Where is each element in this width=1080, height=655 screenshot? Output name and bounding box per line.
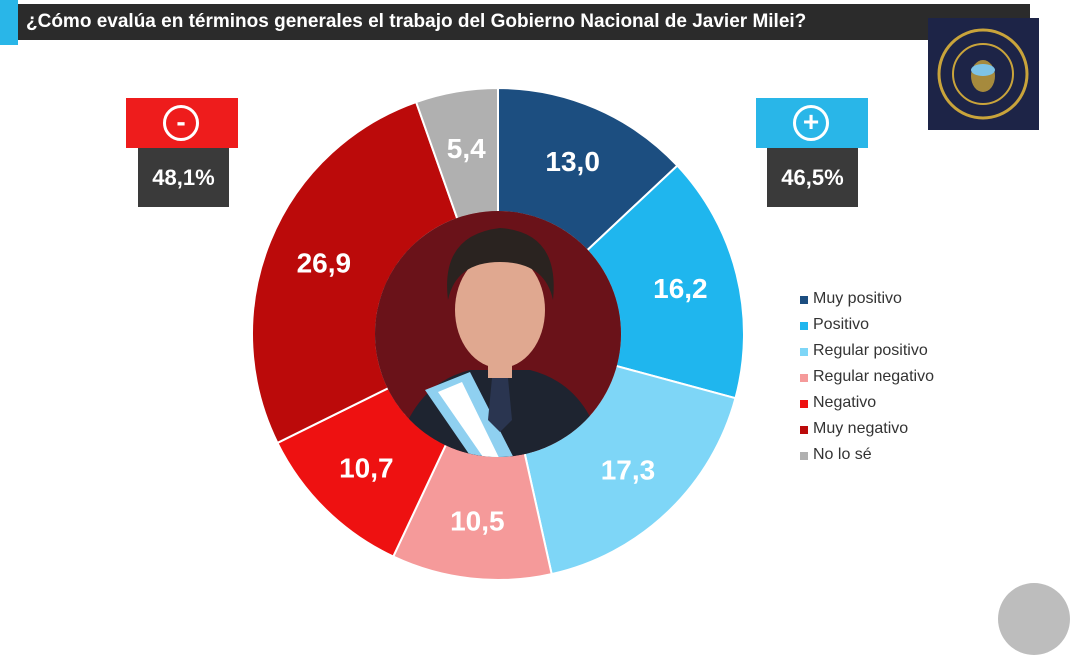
positive-sign-box: + <box>756 98 868 148</box>
legend-label: Muy negativo <box>813 420 909 437</box>
legend-item: Regular negativo <box>800 366 934 392</box>
slice-value-label: 10,7 <box>339 453 394 484</box>
slice-value-label: 5,4 <box>447 133 486 164</box>
legend-label: Muy positivo <box>813 290 902 307</box>
legend-item: Muy positivo <box>800 288 934 314</box>
negative-total: 48,1% <box>138 148 229 207</box>
legend-item: Positivo <box>800 314 934 340</box>
slice-value-label: 16,2 <box>653 273 708 304</box>
legend-swatch <box>800 322 808 330</box>
legend-label: Positivo <box>813 316 870 333</box>
slice-value-label: 26,9 <box>297 248 352 279</box>
legend-swatch <box>800 400 808 408</box>
minus-icon: - <box>163 105 199 141</box>
legend-swatch <box>800 452 808 460</box>
legend: Muy positivo Positivo Regular positivo Regu… <box>800 288 934 470</box>
slice-value-label: 13,0 <box>545 146 600 177</box>
slice-value-label: 10,5 <box>450 505 505 536</box>
corner-button <box>998 583 1070 655</box>
legend-item: Regular positivo <box>800 340 934 366</box>
slice-value-label: 17,3 <box>601 454 656 485</box>
legend-label: Negativo <box>813 394 877 411</box>
donut-chart: 13,0 16,2 17,3 10,5 10,7 26,9 5,4 <box>251 86 745 581</box>
legend-label: Regular negativo <box>813 368 934 385</box>
legend-item: Negativo <box>800 392 934 418</box>
chart-title: ¿Cómo evalúa en términos generales el tr… <box>18 4 1030 40</box>
negative-sign-box: - <box>126 98 238 148</box>
legend-item: No lo sé <box>800 444 934 470</box>
seal-icon <box>928 18 1039 130</box>
legend-item: Muy negativo <box>800 418 934 444</box>
legend-swatch <box>800 374 808 382</box>
legend-swatch <box>800 348 808 356</box>
legend-swatch <box>800 296 808 304</box>
plus-icon: + <box>793 105 829 141</box>
legend-label: Regular positivo <box>813 342 928 359</box>
positive-total: 46,5% <box>767 148 858 207</box>
portrait-photo <box>375 211 621 457</box>
accent-bar <box>0 0 18 45</box>
legend-label: No lo sé <box>813 446 872 463</box>
legend-swatch <box>800 426 808 434</box>
